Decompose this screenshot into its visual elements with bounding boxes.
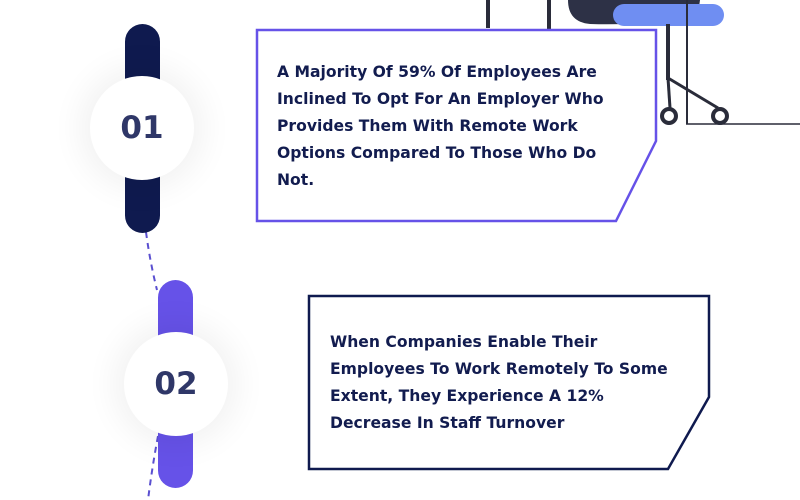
step-2-number: 02 (124, 332, 228, 436)
chair-wheel-right (711, 107, 729, 125)
chair-stem (666, 24, 670, 80)
step-2-card-border (307, 294, 711, 471)
connector-line-1 (145, 231, 158, 291)
step-1-text: A Majority Of 59% Of Employees Are Incli… (277, 63, 604, 189)
step-1-number: 01 (90, 76, 194, 180)
chair-wheel-left (660, 107, 678, 125)
chair-leg-right (667, 76, 719, 110)
step-2-text: When Companies Enable Their Employees To… (330, 333, 668, 432)
office-chair-illustration (486, 0, 800, 125)
connector-line-2 (147, 435, 159, 500)
step-1-card: A Majority Of 59% Of Employees Are Incli… (255, 28, 658, 223)
chair-leg-left (666, 77, 672, 109)
chair-seat (613, 4, 724, 26)
step-1-card-border (255, 28, 658, 223)
step-2-card: When Companies Enable Their Employees To… (307, 294, 711, 471)
chair-back-frame-left (486, 0, 490, 28)
desk-leg (686, 0, 688, 124)
chair-back-frame-right (547, 0, 551, 30)
